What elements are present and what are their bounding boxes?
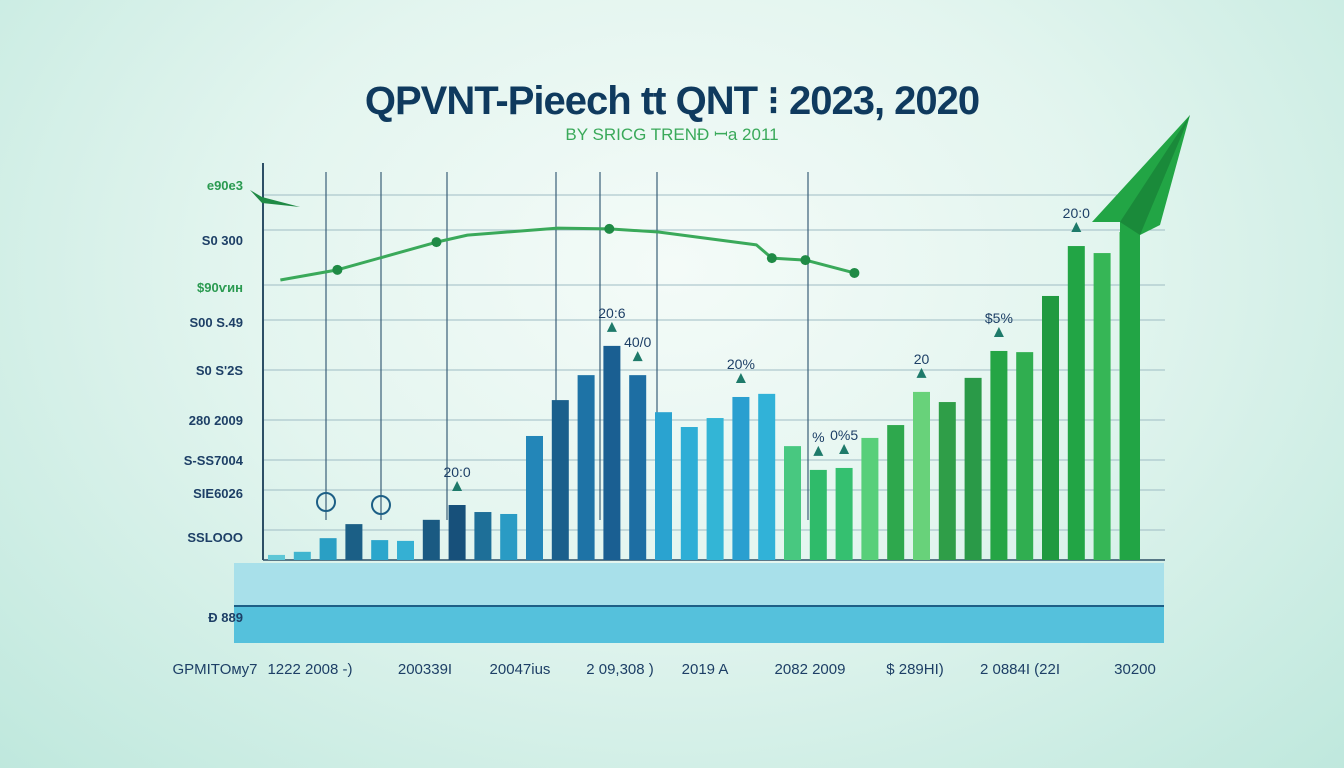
data-label: 20:0 [443,464,470,480]
bar [474,512,492,560]
data-label: $5% [985,310,1013,326]
annotation-arrow-icon [993,326,1004,337]
axis-band-lower [234,606,1164,643]
bar [268,554,285,560]
line-marker [332,264,343,275]
line-marker [849,267,860,278]
line-start-marker [250,190,300,207]
bar [655,412,672,560]
line-marker [604,223,615,234]
bar [629,375,647,560]
bar [577,375,595,560]
bar [706,418,724,560]
bar [293,551,311,560]
bar [809,469,827,560]
annotation-arrow-icon [1071,222,1082,233]
annotation-arrow-icon [813,445,824,456]
x-tick-label: 30200 [1114,661,1156,678]
line-marker [800,255,811,266]
bar [397,540,414,560]
trend-line [280,226,855,282]
bar [422,519,440,560]
bar [1067,246,1085,561]
line-marker [431,237,442,248]
bar [345,524,363,560]
data-label: 20:0 [1063,205,1090,221]
x-tick-label: 2 09,308 ) [586,661,654,678]
x-tick-label: 2019 A [682,661,729,678]
trend-arrow-shade [1120,115,1190,235]
x-tick-label: 2 0884I (22I [980,661,1060,678]
bar [1042,295,1059,560]
y-tick-label: 280 2009 [189,413,243,428]
annotation-arrow-icon [735,372,746,383]
bar [784,446,801,560]
annotation-arrow-icon [606,321,617,332]
annotation-arrow-icon [632,351,643,362]
annotation-arrow-icon [839,443,850,454]
x-tick-label: $ 289HI) [886,661,944,678]
x-tick-label: 2082 2009 [775,661,846,678]
x-tick-label: 20047ius [490,661,551,678]
bar [500,513,518,560]
y-tick-label: SSLOOO [187,530,243,545]
data-label: 20% [727,356,755,372]
line-marker [766,253,777,264]
bar [861,437,879,560]
bar [938,402,956,560]
x-tick-label: GPMITOмy7 [172,661,257,678]
bar [990,350,1008,560]
y-tick-label: S00 S.49 [190,315,244,330]
annotation-arrow-icon [452,481,463,492]
bar [448,505,466,560]
bar [603,345,621,560]
data-label: 40/0 [624,334,651,350]
chart-title: QPVNT-Pieech tt QNT ⁝ 2023, 2020 [364,79,980,123]
data-label: 0%5 [830,427,858,443]
bar [964,377,982,560]
y-tick-label: S0 S'2S [196,363,244,378]
y-tick-label: SIE6026 [193,486,243,501]
data-label: % [812,429,824,445]
y-tick-label: $90ѵин [197,280,243,295]
x-tick-label: 200339I [398,661,452,678]
chart-subtitle: BY SRICG TRENÐ ꟷa 2011 [565,125,779,144]
bar [732,396,750,560]
bar [680,427,698,560]
data-label: 20:6 [598,305,625,321]
bar [526,435,543,560]
bar [551,400,569,560]
bar [1093,253,1111,560]
bar [371,540,389,560]
y-tick-label: S-SS7004 [184,453,244,468]
bar [758,393,776,560]
x-tick-label: 1222 2008 -) [267,661,352,678]
y-tick-label: Ð 889 [208,610,243,625]
data-label: 20 [914,351,930,367]
bar [1016,352,1034,560]
circle-marker [371,495,391,515]
bar [887,425,905,560]
bar [913,391,930,560]
y-tick-label: S0 300 [202,233,243,248]
annotation-arrow-icon [916,367,927,378]
bar [319,538,337,560]
y-tick-label: e90e3 [207,178,243,193]
bar [835,467,853,560]
circle-marker [316,492,336,512]
